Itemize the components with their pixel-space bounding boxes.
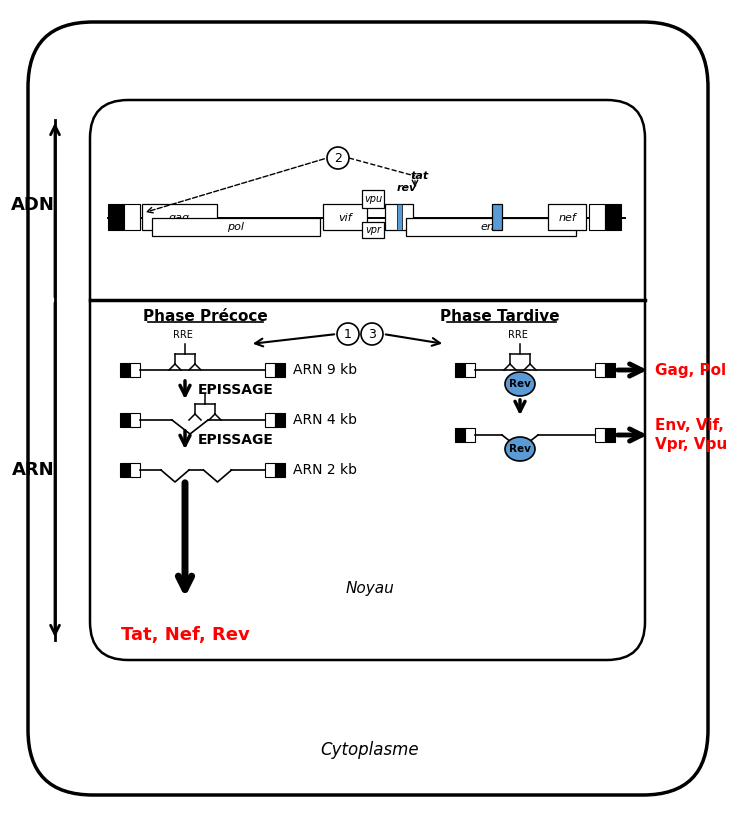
Bar (142, 204, 217, 230)
Text: ARN 9 kb: ARN 9 kb (293, 363, 357, 377)
Text: vpr: vpr (365, 225, 381, 235)
Bar (548, 204, 586, 230)
Bar (362, 190, 384, 208)
Bar (595, 363, 605, 377)
Text: ARN 4 kb: ARN 4 kb (293, 413, 357, 427)
Text: ADN: ADN (11, 196, 55, 214)
Bar (465, 428, 475, 442)
Text: 2: 2 (334, 151, 342, 164)
Text: pol: pol (228, 222, 245, 232)
Text: RRE: RRE (173, 330, 193, 340)
Bar (385, 204, 399, 230)
Bar (399, 204, 413, 230)
Text: vpu: vpu (364, 194, 382, 204)
Bar (120, 363, 130, 377)
Text: Noyau: Noyau (345, 581, 395, 596)
Text: 1: 1 (344, 328, 352, 341)
Text: rev: rev (397, 183, 417, 193)
Bar (492, 204, 502, 230)
Bar (589, 204, 605, 230)
Bar (108, 204, 124, 230)
FancyBboxPatch shape (28, 22, 708, 795)
Text: gag: gag (168, 213, 190, 223)
Text: Env, Vif,
Vpr, Vpu: Env, Vif, Vpr, Vpu (655, 418, 727, 452)
Bar (120, 413, 130, 427)
Text: EPISSAGE: EPISSAGE (198, 433, 274, 447)
Bar (465, 363, 475, 377)
Bar (605, 428, 615, 442)
Text: Gag, Pol: Gag, Pol (655, 363, 726, 377)
Bar (275, 363, 285, 377)
Bar (605, 363, 615, 377)
Bar (455, 428, 465, 442)
Bar (275, 413, 285, 427)
Ellipse shape (505, 372, 535, 396)
Text: Phase Tardive: Phase Tardive (440, 309, 560, 324)
Text: RRE: RRE (508, 330, 528, 340)
Bar (595, 428, 605, 442)
Text: Rev: Rev (509, 379, 531, 389)
Text: EPISSAGE: EPISSAGE (198, 383, 274, 397)
Circle shape (337, 323, 359, 345)
Bar (265, 463, 275, 477)
Text: nef: nef (558, 213, 576, 223)
Text: Phase Précoce: Phase Précoce (143, 309, 268, 324)
Bar (152, 218, 320, 236)
Bar (120, 463, 130, 477)
Bar (265, 413, 275, 427)
Bar (275, 463, 285, 477)
Bar (455, 363, 465, 377)
Bar (605, 204, 621, 230)
Bar (124, 204, 140, 230)
Bar (265, 363, 275, 377)
Bar (406, 218, 576, 236)
Bar (130, 413, 140, 427)
Text: env: env (481, 222, 501, 232)
Text: ARN: ARN (12, 461, 54, 479)
Text: ARN 2 kb: ARN 2 kb (293, 463, 357, 477)
Bar (130, 363, 140, 377)
FancyBboxPatch shape (90, 100, 645, 660)
Circle shape (327, 147, 349, 169)
Text: Cytoplasme: Cytoplasme (320, 741, 419, 759)
Text: Rev: Rev (509, 444, 531, 454)
Text: Tat, Nef, Rev: Tat, Nef, Rev (121, 626, 249, 644)
Text: 3: 3 (368, 328, 376, 341)
Bar (130, 463, 140, 477)
Text: tat: tat (411, 171, 429, 181)
Ellipse shape (505, 437, 535, 461)
Circle shape (361, 323, 383, 345)
Bar (397, 204, 402, 230)
Bar (362, 222, 384, 238)
Bar (323, 204, 367, 230)
Text: vif: vif (338, 213, 352, 223)
